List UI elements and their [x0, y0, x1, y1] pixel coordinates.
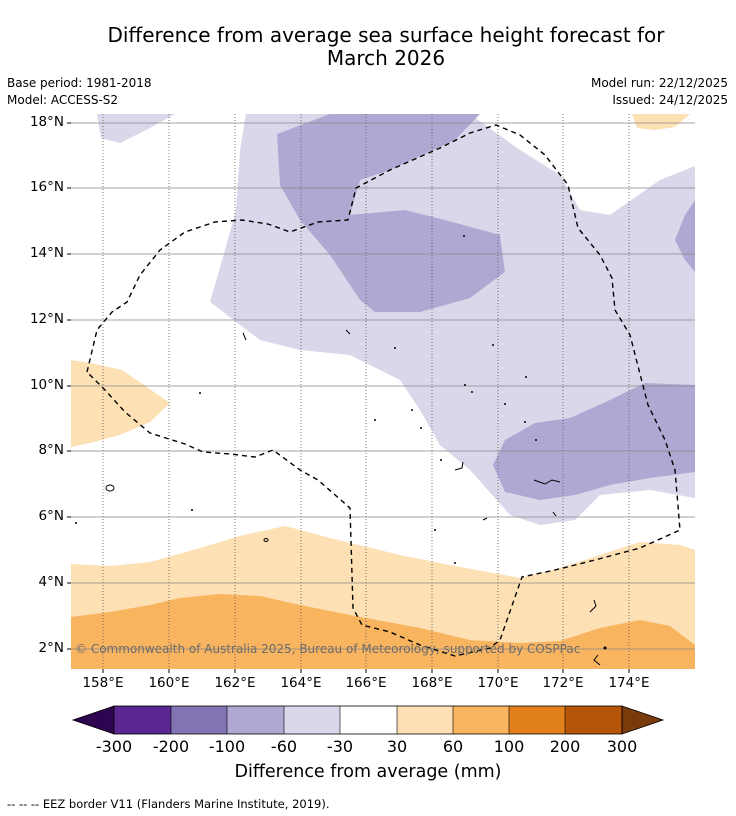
base-period-text: Base period: 1981-2018: [7, 76, 152, 90]
atoll-dot: [440, 459, 442, 461]
colorbar-swatch-2: [171, 706, 227, 734]
atoll-dot: [463, 235, 465, 237]
atoll-dot: [191, 509, 193, 511]
atoll-dot: [524, 421, 526, 423]
colorbar-swatch-5: [340, 706, 397, 734]
atoll-south-east: [589, 599, 601, 666]
lat-label-2: 2°N: [38, 640, 64, 656]
colorbar-swatch-4: [284, 706, 340, 734]
lon-label-164: 164°E: [280, 675, 322, 691]
colorbar-tick-label: 100: [493, 737, 525, 756]
atoll-dot: [374, 419, 376, 421]
island-outlines: [105, 329, 601, 666]
atoll-small-group: [242, 329, 557, 521]
atoll-dot: [434, 529, 436, 531]
atoll-dot: [464, 384, 466, 386]
colorbar-tick-label: 30: [386, 737, 408, 756]
lon-label-174: 174°E: [608, 675, 650, 691]
island-pohnpei: [105, 484, 115, 492]
lat-label-16: 16°N: [29, 179, 64, 195]
anomaly-region-medium-purple-southeast: [493, 383, 695, 500]
atoll-dot: [420, 427, 422, 429]
atoll-dot: [525, 376, 527, 378]
colorbar-tick-label: -60: [270, 737, 298, 756]
atoll-dot: [603, 646, 607, 650]
lat-label-12: 12°N: [29, 311, 64, 327]
lat-label-8: 8°N: [38, 442, 64, 458]
anomaly-region-light-purple-top-left: [97, 114, 175, 143]
anomaly-region-medium-purple-center: [277, 114, 505, 312]
chart-title-line1: Difference from average sea surface heig…: [107, 23, 665, 47]
issued-text: Issued: 24/12/2025: [612, 93, 728, 107]
colorbar-swatch-high-extend: [621, 705, 665, 735]
atoll-dot: [535, 439, 537, 441]
lon-label-172: 172°E: [542, 675, 584, 691]
map-plot-area: © Commonwealth of Australia 2025, Bureau…: [71, 114, 695, 669]
colorbar-swatch-6: [397, 706, 453, 734]
colorbar-dividers: [170, 706, 566, 734]
atoll-kwajalein-edge: [454, 461, 464, 471]
atoll-dot: [394, 347, 396, 349]
lat-label-4: 4°N: [38, 574, 64, 590]
lon-label-168: 168°E: [411, 675, 453, 691]
lat-label-6: 6°N: [38, 508, 64, 524]
lon-label-166: 166°E: [345, 675, 387, 691]
eez-legend-footer: -- -- -- EEZ border V11 (Flanders Marine…: [7, 797, 330, 811]
longitude-gridlines: [102, 114, 630, 669]
colorbar-swatch-3: [227, 706, 284, 734]
lon-label-162: 162°E: [214, 675, 256, 691]
anomaly-region-orange-south: [71, 594, 695, 669]
colorbar-swatch-9: [565, 706, 622, 734]
model-text: Model: ACCESS-S2: [7, 93, 119, 107]
atoll-dots: [75, 235, 607, 650]
lon-label-160: 160°E: [148, 675, 190, 691]
colorbar-tick-label: -30: [326, 737, 354, 756]
colorbar-swatch-8: [509, 706, 565, 734]
lat-label-14: 14°N: [29, 245, 64, 261]
colorbar-tick-label: -200: [152, 737, 190, 756]
colorbar-tick-label: -300: [95, 737, 133, 756]
colorbar-swatch-1: [114, 706, 171, 734]
atoll-dot: [492, 344, 494, 346]
sea-surface-height-map: © Commonwealth of Australia 2025, Bureau…: [67, 114, 695, 673]
lat-label-18: 18°N: [29, 114, 64, 130]
atoll-dot: [454, 562, 456, 564]
atoll-majuro: [533, 479, 561, 485]
eez-border: [86, 124, 681, 657]
colorbar-swatch-low-extend: [71, 705, 115, 735]
lon-label-158: 158°E: [82, 675, 124, 691]
lon-label-170: 170°E: [477, 675, 519, 691]
anomaly-region-light-orange-west: [71, 360, 170, 447]
colorbar-tick-label: 200: [549, 737, 581, 756]
colorbar-outline: [113, 705, 623, 735]
colorbar-tick-label: -100: [208, 737, 246, 756]
colorbar-tick-label: 300: [606, 737, 638, 756]
atoll-dot: [411, 409, 413, 411]
atoll-dot: [75, 522, 77, 524]
anomaly-region-light-orange-top-right: [632, 114, 690, 130]
model-run-text: Model run: 22/12/2025: [590, 76, 728, 90]
atoll-dot: [471, 391, 473, 393]
chart-title-line2: March 2026: [326, 46, 446, 70]
colorbar-title: Difference from average (mm): [234, 762, 502, 782]
colorbar-swatch-7: [453, 706, 509, 734]
map-copyright-text: © Commonwealth of Australia 2025, Bureau…: [75, 642, 580, 656]
lat-label-10: 10°N: [29, 377, 64, 393]
axis-ticks: [67, 122, 630, 673]
island-kosrae: [263, 538, 269, 542]
atoll-dot: [504, 403, 506, 405]
latitude-gridlines: [71, 122, 695, 650]
colorbar-tick-label: 60: [442, 737, 464, 756]
atoll-dot: [199, 392, 201, 394]
